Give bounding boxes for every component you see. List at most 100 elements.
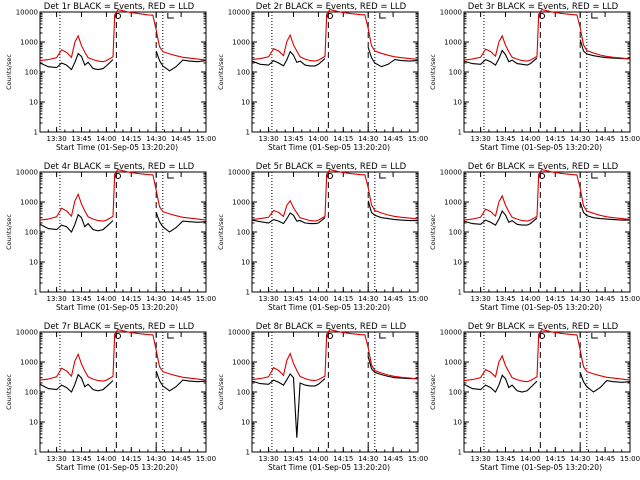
x-tick-label: 14:15 [333,295,353,303]
y-tick-label: 1 [246,449,250,457]
x-tick-label: 15:00 [620,135,640,143]
y-tick-label: 1 [458,449,462,457]
y-tick-label: 1000 [20,199,38,207]
circle-marker [327,333,334,339]
y-axis-label: Counts/sec [429,374,437,410]
y-tick-label: 1000 [444,39,462,47]
x-tick-label: 14:15 [121,135,141,143]
y-tick-label: 10 [29,419,38,427]
x-axis-label: Start Time (01-Sep-05 13:20:20) [56,303,178,312]
chart-panel-2: Det 2r BLACK = Events, RED = LLD 1 10 100 10… [217,2,428,152]
x-tick-label: 14:00 [308,455,328,463]
y-tick-label: 10000 [440,9,462,17]
x-tick-label: 13:45 [283,295,303,303]
plot-frame [463,331,631,453]
x-tick-label: 14:30 [146,455,166,463]
plot-frame [39,11,207,133]
y-axis-label: Counts/sec [217,54,225,90]
chart-panel-4: Det 4r BLACK = Events, RED = LLD 1 10 100 10… [5,162,216,312]
plot-frame [463,171,631,293]
x-tick-label: 14:45 [383,295,403,303]
y-tick-label: 1000 [232,39,250,47]
x-tick-label: 13:30 [47,295,67,303]
x-tick-label: 15:00 [196,135,216,143]
x-tick-label: 13:30 [471,135,491,143]
y-tick-label: 10000 [440,329,462,337]
plot-frame [251,11,419,133]
y-axis-label: Counts/sec [217,214,225,250]
lld-series-line [251,328,419,382]
x-tick-label: 13:30 [259,455,279,463]
y-tick-label: 10000 [16,169,38,177]
chart-title: Det 3r BLACK = Events, RED = LLD [468,2,619,12]
chart-panel-7: Det 7r BLACK = Events, RED = LLD 1 10 100 10… [5,322,216,472]
y-axis-label: Counts/sec [429,214,437,250]
lld-series-line [463,168,631,222]
x-tick-label: 14:30 [570,455,590,463]
y-tick-label: 10 [29,259,38,267]
y-tick-label: 100 [237,389,250,397]
chart-panel-8: Det 8r BLACK = Events, RED = LLD 1 10 100 10… [217,322,428,472]
x-axis-label: Start Time (01-Sep-05 13:20:20) [480,463,602,472]
chart-title: Det 9r BLACK = Events, RED = LLD [468,322,619,332]
plot-frame [39,171,207,293]
lld-series-line [39,168,207,222]
y-tick-label: 10000 [228,9,250,17]
x-tick-label: 14:15 [121,455,141,463]
y-tick-label: 10 [241,259,250,267]
chart-title: Det 6r BLACK = Events, RED = LLD [468,162,619,172]
x-tick-label: 13:30 [259,295,279,303]
x-tick-label: 13:45 [71,455,91,463]
x-tick-label: 14:45 [171,455,191,463]
x-tick-label: 13:45 [283,455,303,463]
x-tick-label: 14:15 [333,455,353,463]
x-tick-label: 14:30 [358,295,378,303]
y-axis-label: Counts/sec [429,54,437,90]
circle-marker [539,13,546,19]
x-tick-label: 13:30 [471,455,491,463]
circle-marker [115,173,122,179]
y-tick-label: 1000 [20,359,38,367]
x-axis-label: Start Time (01-Sep-05 13:20:20) [480,303,602,312]
y-tick-label: 100 [449,389,462,397]
y-tick-label: 10 [241,99,250,107]
events-series-line [39,212,207,233]
y-tick-label: 1 [34,449,38,457]
events-series-line [463,201,630,226]
events-series-line [463,39,630,66]
y-tick-label: 100 [237,69,250,77]
x-axis-label: Start Time (01-Sep-05 13:20:20) [56,143,178,152]
x-tick-label: 14:45 [171,295,191,303]
chart-title: Det 1r BLACK = Events, RED = LLD [44,2,195,12]
y-tick-label: 10 [453,259,462,267]
chart-title: Det 4r BLACK = Events, RED = LLD [44,162,195,172]
x-tick-label: 14:30 [570,295,590,303]
x-tick-label: 14:30 [570,135,590,143]
circle-marker [115,13,122,19]
y-tick-label: 10 [241,419,250,427]
x-tick-label: 14:45 [171,135,191,143]
corner-marker [379,173,386,179]
x-tick-label: 15:00 [408,455,428,463]
x-tick-label: 13:45 [495,135,515,143]
x-tick-label: 13:30 [259,135,279,143]
y-axis-label: Counts/sec [5,54,13,90]
y-tick-label: 100 [449,69,462,77]
x-tick-label: 14:30 [146,295,166,303]
y-tick-label: 10000 [16,9,38,17]
events-series-line [39,50,207,72]
x-tick-label: 14:15 [545,295,565,303]
circle-marker [327,13,334,19]
x-tick-label: 14:45 [595,455,615,463]
y-axis-label: Counts/sec [217,374,225,410]
x-tick-label: 14:00 [96,135,116,143]
x-tick-label: 14:00 [520,455,540,463]
events-series-line [251,200,418,225]
y-tick-label: 1 [34,289,38,297]
x-tick-label: 13:30 [47,135,67,143]
chart-panel-9: Det 9r BLACK = Events, RED = LLD 1 10 100 10… [429,322,640,472]
x-tick-label: 13:30 [471,295,491,303]
x-tick-label: 14:45 [595,295,615,303]
corner-marker [379,13,386,19]
x-tick-label: 13:45 [495,295,515,303]
